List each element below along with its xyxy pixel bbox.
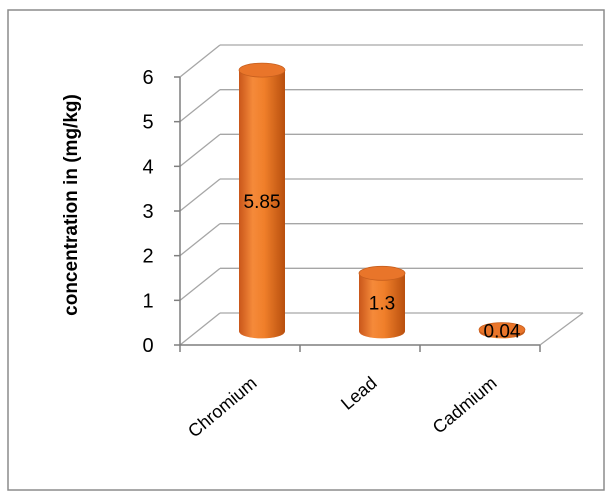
- y-tick-label: 1: [142, 290, 153, 312]
- bar-chromium: [238, 62, 286, 339]
- axes: [174, 76, 541, 352]
- y-axis-label: concentration in (mg/kg): [61, 94, 82, 316]
- bar-body: [239, 70, 285, 339]
- bar-cadmium: [478, 322, 526, 339]
- y-tick-label: 2: [142, 246, 153, 268]
- bar-top: [238, 62, 286, 78]
- bar-top: [478, 322, 526, 338]
- gridline-side: [179, 89, 221, 123]
- gridline-side: [179, 44, 221, 78]
- data-label: 1.3: [369, 293, 395, 314]
- y-tick-label: 3: [142, 201, 153, 223]
- bars: [238, 62, 526, 339]
- y-tick-label: 4: [142, 156, 153, 178]
- gridline-side: [179, 223, 221, 257]
- gridline-side: [179, 178, 221, 212]
- data-label: 5.85: [244, 192, 281, 213]
- y-tick-label: 0: [142, 335, 153, 357]
- y-tick-label: 5: [142, 112, 153, 134]
- floor-edge: [539, 312, 584, 346]
- bar-body: [359, 273, 405, 339]
- gridline-side: [179, 133, 221, 167]
- y-tick-label: 6: [142, 67, 153, 89]
- chart-border: [7, 9, 605, 491]
- gridline-side: [179, 267, 221, 301]
- data-label: 0.04: [484, 322, 521, 343]
- bar-lead: [358, 265, 406, 339]
- bar-top: [358, 265, 406, 281]
- gridline-side: [179, 312, 221, 346]
